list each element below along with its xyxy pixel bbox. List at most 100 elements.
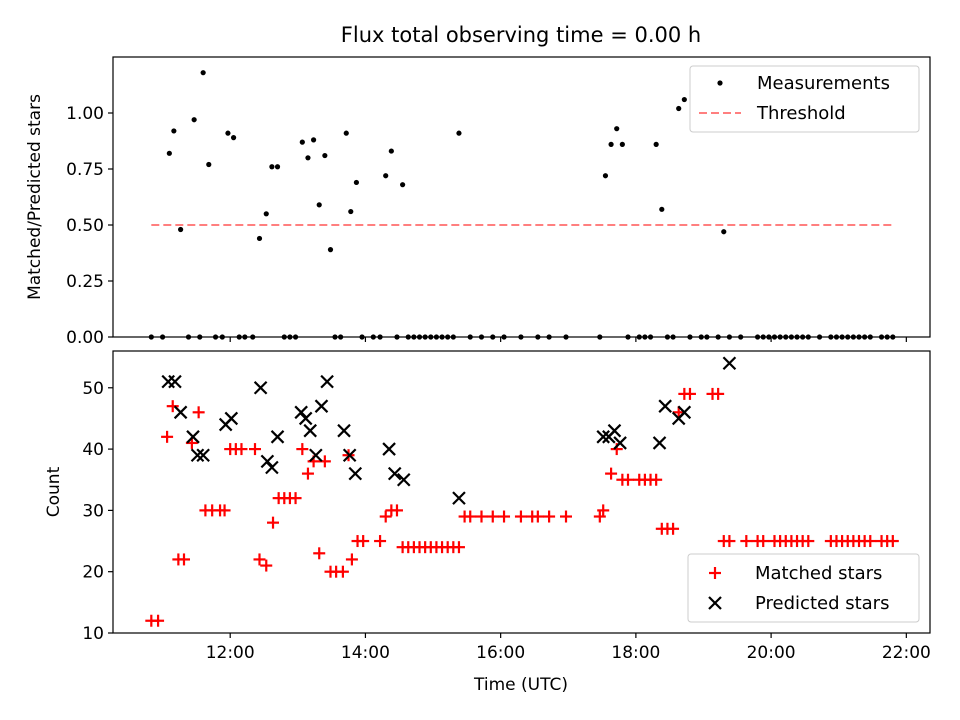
matched-star-point — [357, 535, 370, 548]
predicted-star-point — [224, 411, 239, 426]
top-y-tick-label: 0.00 — [66, 328, 104, 348]
matched-star-point — [621, 473, 634, 486]
measurement-point — [327, 247, 334, 253]
measurement-point — [388, 148, 394, 154]
bottom-y-tick-label: 10 — [82, 624, 104, 644]
predicted-star-point — [168, 374, 182, 389]
matched-star-point — [712, 387, 725, 400]
matched-star-point — [531, 510, 544, 523]
top-y-axis-label: Matched/Predicted stars — [25, 94, 45, 300]
matched-star-point — [514, 510, 527, 523]
measurement-point — [316, 202, 322, 208]
measurement-point — [659, 206, 665, 212]
matched-star-point — [374, 535, 387, 548]
bottom-x-ticks: 12:00 14:00 16:00 18:00 20:00 22:00 — [206, 633, 931, 663]
x-tick-label: 22:00 — [882, 643, 931, 663]
measurement-point — [230, 135, 237, 141]
bottom-legend: Matched stars Predicted stars — [687, 553, 920, 623]
measurement-point — [171, 128, 177, 134]
predicted-star-point — [196, 448, 210, 462]
measurement-point — [608, 141, 614, 147]
matched-star-point — [152, 614, 165, 627]
predicted-star-point — [309, 448, 323, 462]
matched-star-point — [177, 553, 190, 566]
matched-star-point — [672, 406, 685, 419]
matched-star-point — [593, 510, 606, 523]
predicted-star-point — [303, 423, 317, 438]
predicted-star-point — [260, 454, 275, 469]
matched-star-point — [379, 510, 392, 523]
predicted-star-point — [253, 381, 268, 395]
top-legend-box — [689, 65, 920, 133]
legend-matched-marker — [709, 567, 721, 579]
measurement-point — [263, 211, 269, 217]
predicted-star-point — [320, 374, 334, 389]
bottom-y-tick-label: 50 — [82, 379, 104, 399]
predicted-star-point — [298, 411, 313, 426]
matched-star-point — [597, 504, 610, 517]
measurement-point — [456, 130, 462, 136]
matched-star-point — [740, 535, 753, 548]
predicted-star-point — [596, 430, 610, 444]
predicted-star-point — [452, 491, 466, 505]
matched-star-point — [543, 510, 556, 523]
measurement-point — [614, 126, 620, 132]
x-tick-label: 20:00 — [747, 643, 796, 663]
bottom-plot-area — [145, 356, 899, 627]
measurement-point — [348, 208, 354, 215]
predicted-star-point — [173, 405, 188, 420]
matched-star-point — [605, 467, 618, 480]
legend-matched-label: Matched stars — [755, 563, 882, 584]
measurement-point — [676, 105, 682, 112]
matched-star-point — [192, 406, 205, 419]
predicted-star-point — [613, 436, 627, 450]
matched-star-point — [683, 387, 696, 400]
measurement-point — [721, 229, 727, 235]
x-tick-label: 14:00 — [341, 643, 390, 663]
predicted-star-point — [337, 423, 351, 438]
measurement-point — [269, 164, 275, 170]
measurement-point — [602, 173, 609, 179]
measurement-point — [383, 173, 389, 179]
bottom-axes-frame — [112, 350, 931, 634]
predicted-star-point — [314, 399, 329, 413]
x-axis-label: Time (UTC) — [473, 675, 568, 695]
matched-star-point — [757, 535, 770, 548]
measurement-point — [200, 70, 206, 76]
bottom-panel: 10 20 30 40 50 12:00 14:00 16:00 18:00 20:00 22:0… — [44, 350, 931, 695]
measurement-point — [653, 141, 659, 147]
x-tick-label: 16:00 — [476, 643, 525, 663]
predicted-star-point — [265, 460, 279, 475]
predicted-star-point — [658, 399, 672, 413]
predicted-star-point — [294, 405, 308, 420]
top-y-tick-label: 0.75 — [66, 160, 104, 180]
predicted-star-point — [342, 448, 357, 462]
legend-predicted-label: Predicted stars — [755, 593, 889, 614]
top-legend: Measurements Threshold — [689, 65, 920, 133]
measurement-point — [274, 164, 281, 170]
predicted-star-point — [190, 448, 205, 462]
predicted-star-point — [186, 430, 200, 444]
predicted-star-point — [652, 436, 667, 450]
matched-star-point — [313, 547, 326, 560]
matched-star-point — [475, 510, 488, 523]
measurement-point — [681, 96, 687, 103]
measurement-point — [299, 139, 305, 145]
matched-star-point — [235, 443, 248, 456]
bottom-y-tick-label: 40 — [82, 440, 104, 460]
matched-star-point — [498, 510, 511, 523]
matched-star-point — [650, 473, 663, 486]
predicted-star-point — [677, 405, 692, 420]
predicted-star-point — [396, 472, 411, 487]
measurement-point — [178, 226, 184, 233]
top-axes-frame — [112, 56, 931, 338]
predicted-star-point — [607, 423, 622, 438]
matched-star-point — [248, 443, 261, 456]
top-y-ticks: 0.00 0.25 0.50 0.75 1.00 — [66, 104, 113, 348]
matched-star-point — [886, 535, 899, 548]
matched-star-point — [161, 430, 174, 443]
matched-star-point — [560, 510, 573, 523]
legend-measurements-marker — [717, 80, 723, 86]
matched-star-point — [267, 516, 280, 529]
predicted-star-point — [722, 356, 737, 371]
